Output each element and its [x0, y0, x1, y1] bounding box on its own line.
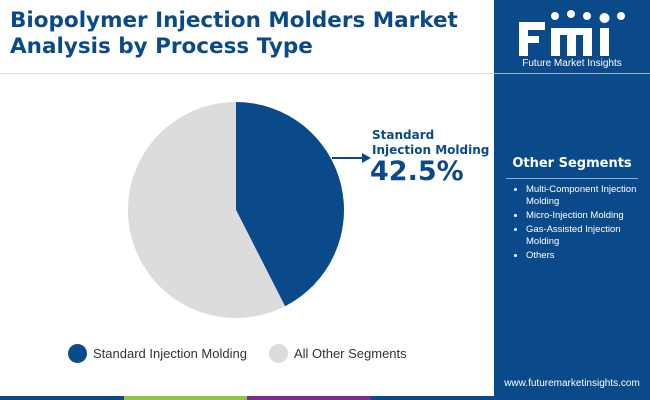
callout-value: 42.5%: [370, 156, 464, 187]
legend-label-standard: Standard Injection Molding: [93, 345, 247, 361]
segment-item: Micro-Injection Molding: [526, 210, 650, 222]
pie-slice-standard-injection-molding: [236, 102, 345, 307]
legend-item-other: All Other Segments: [268, 343, 407, 363]
sidebar-panel: [494, 0, 650, 400]
segment-item: Gas-Assisted Injection Molding: [526, 224, 650, 248]
bottom-bar-segment: [370, 396, 494, 400]
segment-item: Others: [526, 250, 650, 262]
pie-slice-all-other-segments: [128, 102, 286, 318]
segment-item: Multi-Component Injection Molding: [526, 184, 650, 208]
callout-arrow-icon: [332, 153, 371, 163]
bottom-color-bar: [0, 396, 494, 400]
sidebar-divider-top: [494, 73, 650, 74]
bottom-bar-segment: [0, 396, 124, 400]
legend-swatch-other: [268, 343, 288, 363]
other-segments-list: Multi-Component Injection Molding Micro-…: [512, 184, 650, 264]
other-segments-title: Other Segments: [512, 156, 632, 171]
callout-label: Standard Injection Molding: [372, 128, 490, 157]
pie-chart: [128, 102, 371, 318]
legend-item-standard: Standard Injection Molding: [68, 343, 247, 363]
other-segments-divider: [506, 178, 638, 179]
chart-legend: Standard Injection Molding All Other Seg…: [68, 343, 429, 363]
legend-label-other: All Other Segments: [293, 345, 407, 361]
website-link[interactable]: www.futuremarketinsights.com: [504, 378, 640, 389]
page-title: Biopolymer Injection Molders Market Anal…: [10, 8, 458, 59]
fmi-logo-icon: [519, 10, 625, 56]
legend-swatch-standard: [68, 343, 87, 363]
brand-name: Future Market Insights: [522, 58, 622, 69]
header-divider: [0, 73, 494, 74]
bottom-bar-segment: [123, 396, 247, 400]
bottom-bar-segment: [247, 396, 371, 400]
